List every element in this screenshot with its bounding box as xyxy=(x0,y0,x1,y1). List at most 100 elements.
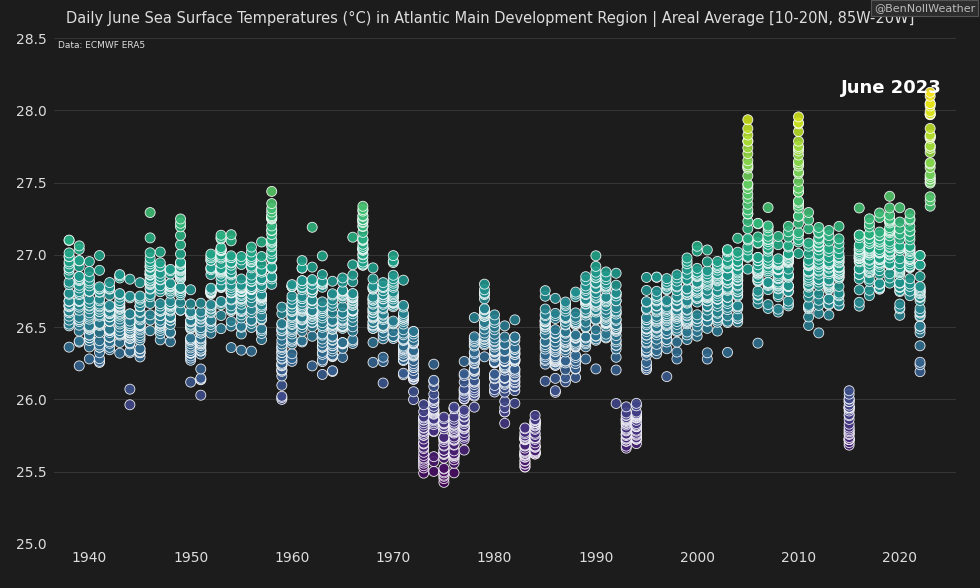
Point xyxy=(710,281,725,290)
Point xyxy=(679,317,695,326)
Point xyxy=(193,333,209,343)
Point xyxy=(223,285,239,295)
Point xyxy=(122,400,138,409)
Point xyxy=(517,435,533,445)
Point xyxy=(345,260,361,269)
Point xyxy=(497,363,513,373)
Point xyxy=(821,280,837,289)
Point xyxy=(537,319,553,329)
Point xyxy=(871,230,887,240)
Point xyxy=(203,256,219,265)
Point xyxy=(92,266,108,275)
Point xyxy=(871,208,887,218)
Point xyxy=(254,302,270,311)
Point xyxy=(264,187,279,196)
Point xyxy=(244,283,260,293)
Point xyxy=(345,293,361,302)
Point xyxy=(700,301,715,310)
Point xyxy=(730,256,746,266)
Point xyxy=(689,269,705,279)
Point xyxy=(548,325,564,335)
Point xyxy=(426,409,442,418)
Point xyxy=(102,312,118,322)
Point xyxy=(780,249,796,259)
Point xyxy=(112,303,127,313)
Point xyxy=(163,320,178,329)
Point xyxy=(922,170,938,179)
Point xyxy=(719,259,735,269)
Point xyxy=(902,279,917,289)
Point xyxy=(385,289,401,298)
Point xyxy=(476,334,492,343)
Point xyxy=(740,136,756,146)
Point xyxy=(142,279,158,289)
Point xyxy=(396,312,412,322)
Point xyxy=(396,344,412,353)
Point xyxy=(871,213,887,222)
Point xyxy=(710,276,725,286)
Point xyxy=(193,325,209,335)
Point xyxy=(264,225,279,235)
Point xyxy=(214,282,229,291)
Point xyxy=(598,272,613,282)
Point xyxy=(254,293,270,302)
Point xyxy=(264,242,279,251)
Point xyxy=(274,343,290,352)
Point xyxy=(112,303,127,313)
Point xyxy=(122,330,138,339)
Point xyxy=(274,345,290,354)
Point xyxy=(740,163,756,173)
Point xyxy=(163,312,178,321)
Point xyxy=(305,275,320,284)
Point xyxy=(567,342,583,351)
Point xyxy=(457,394,472,403)
Point xyxy=(284,313,300,322)
Point xyxy=(740,149,756,158)
Point xyxy=(172,272,188,282)
Point xyxy=(588,270,604,280)
Point xyxy=(284,292,300,301)
Point xyxy=(770,258,786,268)
Point xyxy=(810,269,826,279)
Point xyxy=(294,315,310,324)
Point xyxy=(366,282,381,291)
Point xyxy=(426,457,442,466)
Point xyxy=(821,299,837,309)
Point xyxy=(852,264,867,273)
Point xyxy=(345,292,361,302)
Point xyxy=(882,228,898,238)
Point xyxy=(770,265,786,275)
Point xyxy=(345,305,361,315)
Point xyxy=(639,273,655,282)
Point xyxy=(324,341,340,350)
Point xyxy=(710,302,725,311)
Point xyxy=(163,316,178,325)
Point xyxy=(153,299,169,308)
Point xyxy=(912,312,928,322)
Point xyxy=(588,300,604,310)
Point xyxy=(81,354,97,363)
Point xyxy=(892,282,907,291)
Point xyxy=(426,405,442,414)
Point xyxy=(426,406,442,415)
Point xyxy=(385,299,401,308)
Point xyxy=(375,294,391,303)
Point xyxy=(679,319,695,329)
Point xyxy=(497,380,513,389)
Point xyxy=(517,462,533,472)
Point xyxy=(335,309,351,318)
Point xyxy=(719,263,735,272)
Point xyxy=(315,277,330,286)
Point xyxy=(446,426,462,435)
Point xyxy=(264,208,279,217)
Point xyxy=(244,305,260,314)
Point xyxy=(294,306,310,316)
Point xyxy=(719,270,735,280)
Point xyxy=(487,333,503,343)
Point xyxy=(639,297,655,306)
Point xyxy=(324,289,340,299)
Point xyxy=(72,296,87,305)
Point xyxy=(274,359,290,368)
Point xyxy=(831,269,847,279)
Point xyxy=(588,331,604,340)
